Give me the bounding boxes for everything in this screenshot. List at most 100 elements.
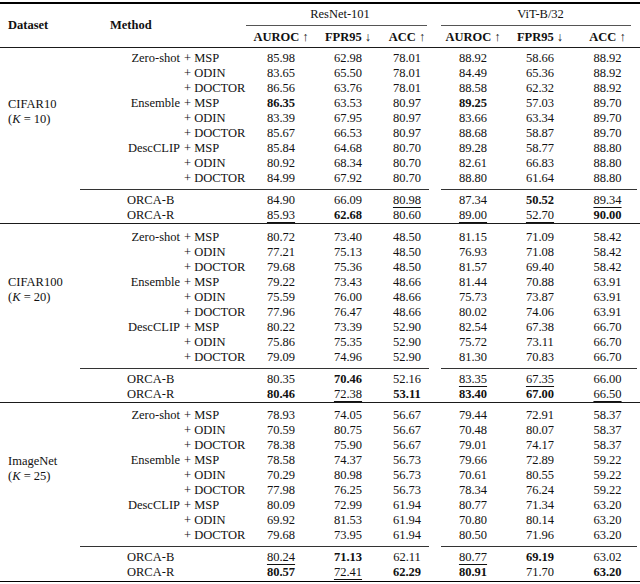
metric-value: 80.77 [441,498,505,513]
metric-value: 62.98 [316,51,380,66]
metric-value: 72.99 [316,498,380,513]
metric-value: 77.98 [246,483,316,498]
method-cell: + ODIN [80,66,246,81]
metric-value: 88.92 [441,51,505,66]
metric-value: 71.09 [505,230,575,245]
metric-value: 80.92 [246,156,316,171]
method-cell: + ODIN [80,245,246,260]
dataset-k-value: (K = 10) [8,112,80,127]
metric-value: 80.77 [441,550,505,565]
metric-value: 89.25 [441,96,505,111]
metric-value: 80.70 [380,141,434,156]
metric-value: 63.91 [575,275,640,290]
dataset-label: ImageNet(K = 25) [0,454,80,484]
metric-value: 83.40 [441,387,505,402]
metric-value: 61.64 [505,171,575,186]
metric-value: 56.67 [380,408,434,423]
metric-value: 82.61 [441,156,505,171]
metric-value: 80.35 [246,372,316,387]
method-cell: + ODIN [80,423,246,438]
metric-value: 70.48 [441,423,505,438]
metric-value: 80.70 [380,156,434,171]
metric-value: 79.68 [246,260,316,275]
method-variant: + MSP [180,498,219,512]
metric-value: 66.83 [505,156,575,171]
metric-value: 88.80 [575,156,640,171]
method-variant: + ODIN [180,290,225,304]
orca-method-name: ORCA-B [80,193,246,208]
metric-value: 63.20 [575,528,640,543]
metric-value: 59.22 [575,453,640,468]
metric-value: 56.67 [380,438,434,453]
metric-value: 89.70 [575,111,640,126]
dataset-k-value: (K = 20) [8,290,80,305]
metric-value: 80.14 [505,513,575,528]
metric-value: 79.01 [441,438,505,453]
col-header-fpr95-vit: FPR95 ↓ [505,30,575,45]
method-cell: Zero-shot+ MSP [80,230,246,245]
metric-value: 86.56 [246,81,316,96]
metric-value: 66.09 [316,193,380,208]
metric-value: 78.01 [380,81,434,96]
metric-value: 78.01 [380,51,434,66]
dataset-column-header: Dataset [0,18,80,33]
metric-value: 80.07 [505,423,575,438]
metric-value: 52.70 [505,208,575,223]
metric-value: 81.30 [441,350,505,365]
metric-value: 62.32 [505,81,575,96]
method-group: Zero-shot [110,408,180,423]
metric-value: 56.73 [380,468,434,483]
metric-value: 89.34 [575,193,640,208]
metric-value: 68.34 [316,156,380,171]
metric-value: 70.88 [505,275,575,290]
method-group: DescCLIP [110,141,180,156]
metric-value: 88.92 [575,51,640,66]
metric-value: 75.72 [441,335,505,350]
orca-separator-line [80,546,429,547]
method-cell: + DOCTOR [80,126,246,141]
method-column-header: Method [80,18,246,33]
metric-value: 69.40 [505,260,575,275]
method-cell: + ODIN [80,156,246,171]
metric-value: 80.98 [316,468,380,483]
metric-value: 63.02 [575,550,640,565]
metric-value: 62.29 [380,565,434,580]
metric-value: 83.39 [246,111,316,126]
method-cell: DescCLIP+ MSP [80,141,246,156]
metric-value: 61.94 [380,528,434,543]
metric-value: 56.67 [380,423,434,438]
metric-value: 58.37 [575,408,640,423]
metric-value: 63.76 [316,81,380,96]
metric-value: 80.50 [441,528,505,543]
metric-value: 88.68 [441,126,505,141]
metric-value: 80.97 [380,96,434,111]
method-variant: + MSP [180,230,219,244]
metric-value: 63.53 [316,96,380,111]
metric-value: 56.73 [380,483,434,498]
metric-value: 48.66 [380,305,434,320]
metric-value: 71.96 [505,528,575,543]
metric-value: 80.24 [246,550,316,565]
orca-separator-line [441,368,637,369]
metric-value: 80.22 [246,320,316,335]
orca-method-name: ORCA-R [80,208,246,223]
method-variant: + DOCTOR [180,528,245,542]
metric-value: 64.68 [316,141,380,156]
method-variant: + ODIN [180,245,225,259]
metric-value: 77.21 [246,245,316,260]
metric-value: 52.90 [380,350,434,365]
metric-value: 70.83 [505,350,575,365]
dataset-name: ImageNet [8,454,80,469]
metric-value: 48.66 [380,275,434,290]
method-variant: + MSP [180,408,219,422]
orca-method-name: ORCA-R [80,565,246,580]
metric-value: 58.37 [575,423,640,438]
metric-value: 48.50 [380,245,434,260]
dataset-name: CIFAR10 [8,97,80,112]
method-variant: + ODIN [180,111,225,125]
metric-value: 87.34 [441,193,505,208]
dataset-label: CIFAR100(K = 20) [0,275,80,305]
dataset-block: CIFAR100(K = 20)Zero-shot+ MSP80.7273.40… [0,227,640,402]
metric-value: 85.84 [246,141,316,156]
metric-value: 80.97 [380,111,434,126]
